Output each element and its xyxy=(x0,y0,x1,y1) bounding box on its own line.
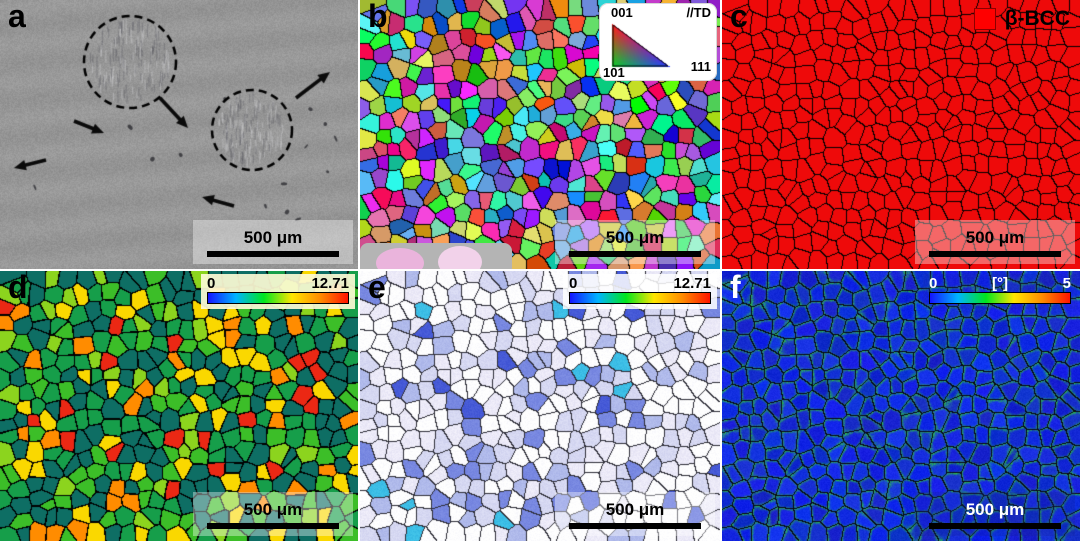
scale-bar-text: 500 μm xyxy=(965,499,1025,519)
colorbar-min: 0 xyxy=(569,275,578,292)
phase-name: β-BCC xyxy=(1004,7,1070,30)
sem-micrograph xyxy=(0,0,358,269)
panel-b: b 001 //TD 101 111 500 μm xyxy=(360,0,720,269)
ipf-triangle xyxy=(609,23,671,69)
colorbar: 0 12.71 xyxy=(563,274,717,309)
gos-map xyxy=(0,271,358,541)
scale-bar-line xyxy=(569,250,701,257)
scale-bar: 500 μm xyxy=(555,492,715,536)
panel-label-c: c xyxy=(730,0,748,34)
scale-bar-line xyxy=(929,522,1061,529)
colorbar-max: 12.71 xyxy=(673,275,711,292)
panel-label-b: b xyxy=(368,0,388,34)
colorbar: 0 [°] 5 xyxy=(923,274,1077,309)
panel-a: a 500 μm xyxy=(0,0,358,269)
panel-label-e: e xyxy=(368,271,386,305)
colorbar-max: 12.71 xyxy=(311,275,349,292)
scale-bar: 500 μm xyxy=(915,492,1075,536)
colorbar-gradient xyxy=(569,292,711,304)
scale-bar: 500 μm xyxy=(555,220,715,264)
phase-legend: β-BCC xyxy=(973,7,1070,31)
colorbar-min: 0 xyxy=(929,275,938,292)
scale-bar-text: 500 μm xyxy=(965,227,1025,247)
scale-bar-line xyxy=(207,250,339,257)
scale-bar: 500 μm xyxy=(193,220,353,264)
phase-color-swatch xyxy=(973,8,996,30)
colorbar-labels: 0 12.71 xyxy=(207,275,349,292)
panel-label-f: f xyxy=(730,271,741,305)
colorbar-gradient xyxy=(207,292,349,304)
panel-d: d 0 12.71 500 μm xyxy=(0,271,358,541)
inset-blob xyxy=(438,246,482,269)
scale-bar: 500 μm xyxy=(193,492,353,536)
colorbar-max: 5 xyxy=(1062,275,1071,292)
colorbar-labels: 0 [°] 5 xyxy=(929,275,1071,292)
scale-bar: 500 μm xyxy=(915,220,1075,264)
ipf-direction-label: //TD xyxy=(686,5,711,20)
panel-e: e 0 12.71 500 μm xyxy=(360,271,720,541)
kam-map xyxy=(722,271,1080,541)
phase-map xyxy=(722,0,1080,269)
colorbar-min: 0 xyxy=(207,275,216,292)
scale-bar-line xyxy=(207,522,339,529)
ipf-color-key: 001 //TD 101 111 xyxy=(599,3,717,81)
panel-label-d: d xyxy=(8,271,28,305)
scale-bar-text: 500 μm xyxy=(243,499,303,519)
scale-bar-text: 500 μm xyxy=(605,499,665,519)
ipf-101-label: 101 xyxy=(603,65,625,80)
ipf-001-label: 001 xyxy=(611,5,633,20)
colorbar: 0 12.71 xyxy=(201,274,355,309)
colorbar-gradient xyxy=(929,292,1071,304)
grod-map xyxy=(360,271,720,541)
scale-bar-text: 500 μm xyxy=(605,227,665,247)
scale-bar-text: 500 μm xyxy=(243,227,303,247)
inset-blob xyxy=(376,248,424,269)
ipf-111-label: 111 xyxy=(690,59,711,74)
scale-bar-line xyxy=(569,522,701,529)
panel-f: f 0 [°] 5 500 μm xyxy=(722,271,1080,541)
cutoff-inset xyxy=(360,243,512,269)
panel-label-a: a xyxy=(8,0,26,34)
scale-bar-line xyxy=(929,250,1061,257)
panel-c: c β-BCC 500 μm xyxy=(722,0,1080,269)
colorbar-labels: 0 12.71 xyxy=(569,275,711,292)
colorbar-unit: [°] xyxy=(992,275,1008,292)
